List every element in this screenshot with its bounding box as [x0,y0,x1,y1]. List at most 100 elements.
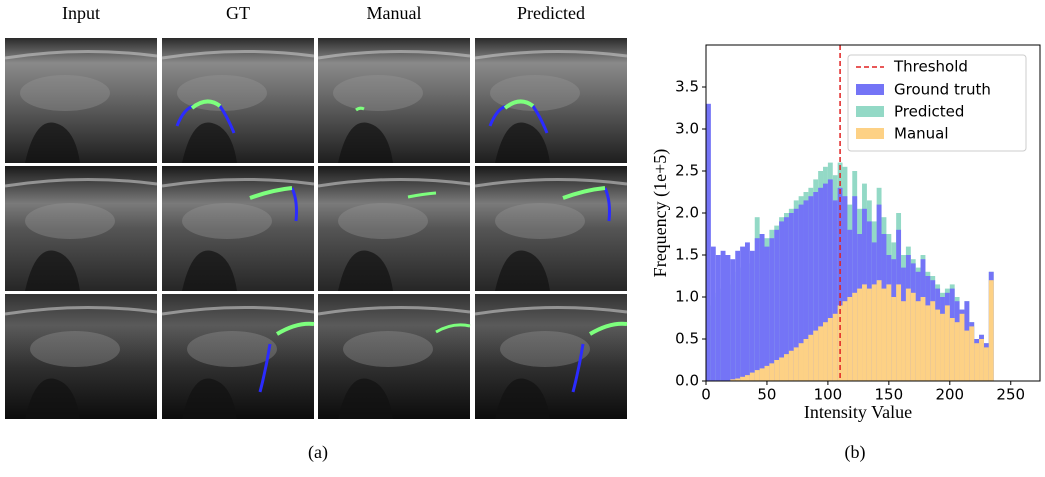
y-axis-label: Frequency (1e+5) [650,149,671,278]
bar [847,297,853,381]
tissue-band [4,305,158,316]
y-tick-label: 2.0 [675,204,699,222]
column-title: Predicted [517,3,585,23]
y-tick-label: 3.5 [675,78,699,96]
bar [793,347,799,381]
bar [764,246,770,381]
tissue [338,203,428,239]
ultrasound-image [161,294,315,419]
column-title: Input [62,3,100,23]
bar [749,250,755,381]
bar [793,208,799,381]
y-tick-label: 0.5 [675,330,699,348]
tissue-band [4,49,158,60]
y-tick-label: 1.0 [675,288,699,306]
bar [827,179,833,381]
ultrasound-image [474,38,628,163]
legend-label: Predicted [894,103,964,121]
bar [881,288,887,381]
tissue-band [317,305,471,316]
bar [798,204,804,381]
image-background [162,38,314,163]
bar [745,375,750,381]
bar [964,330,970,381]
histogram: 0 50 100 150 200 250 0.0 0.5 1.0 1.5 2.0 2.5 3.0 3.5 I… [650,44,1041,422]
bar [710,246,716,381]
image-background [318,38,470,163]
bar [935,309,941,381]
legend-label: Manual [894,125,949,143]
bar [827,318,833,381]
y-tick-label: 1.5 [675,246,699,264]
legend-swatch [856,128,884,139]
bar [784,354,789,381]
ultrasound-image [161,166,315,291]
bar [813,330,819,381]
bar [784,217,789,381]
bar [983,347,989,381]
gt-green [190,99,222,110]
tissue [25,203,115,239]
bar [730,259,736,381]
bar [730,379,736,381]
bar [774,360,780,381]
image-background [5,38,157,163]
shadow [25,378,80,419]
bar [852,196,858,381]
legend-label: Threshold [893,58,968,76]
bar [862,284,867,381]
bar [940,313,945,381]
x-tick-label: 100 [814,386,843,404]
shadow [495,122,550,163]
bar [905,288,911,381]
bar [769,363,775,381]
column-title: Manual [367,3,422,23]
bar [754,238,760,381]
tissue-band [474,177,628,188]
bar [764,365,770,381]
bar [974,343,980,381]
ultrasound-image [4,38,158,163]
bar [944,305,950,381]
bar [740,246,746,381]
caption: (a) [308,442,328,463]
gt-green [588,321,628,336]
ultrasound-image [161,38,315,163]
bar [759,368,765,381]
bar [930,301,936,381]
y-tick-label: 3.0 [675,120,699,138]
gt-blue [571,343,585,393]
shadow [338,250,393,291]
tissue [495,203,585,239]
shadow [25,122,80,163]
bar [949,318,955,381]
gt-green [562,186,606,200]
ultrasound-image [474,294,628,419]
bar [823,322,828,381]
bar [910,292,916,381]
shadow [338,378,393,419]
bar [969,326,975,381]
legend-swatch [856,84,884,95]
image-background [475,294,627,419]
gt-green [249,186,293,200]
bar [788,350,794,381]
bar [759,234,765,381]
bar [925,305,931,381]
ultrasound-image [317,294,471,419]
ultrasound-image [317,166,471,291]
x-tick-label: 0 [701,386,711,404]
bar [823,183,828,381]
image-grid: Input GT Manual Predicted [4,3,628,419]
bar [979,339,984,381]
bar [954,322,960,381]
tissue [343,331,433,367]
bar [720,250,726,381]
x-axis-label: Intensity Value [804,402,912,422]
x-tick-label: 200 [935,386,964,404]
bar [886,284,892,381]
bar [876,280,882,381]
manual-green [435,323,471,334]
tissue [182,203,272,239]
image-background [318,166,470,291]
